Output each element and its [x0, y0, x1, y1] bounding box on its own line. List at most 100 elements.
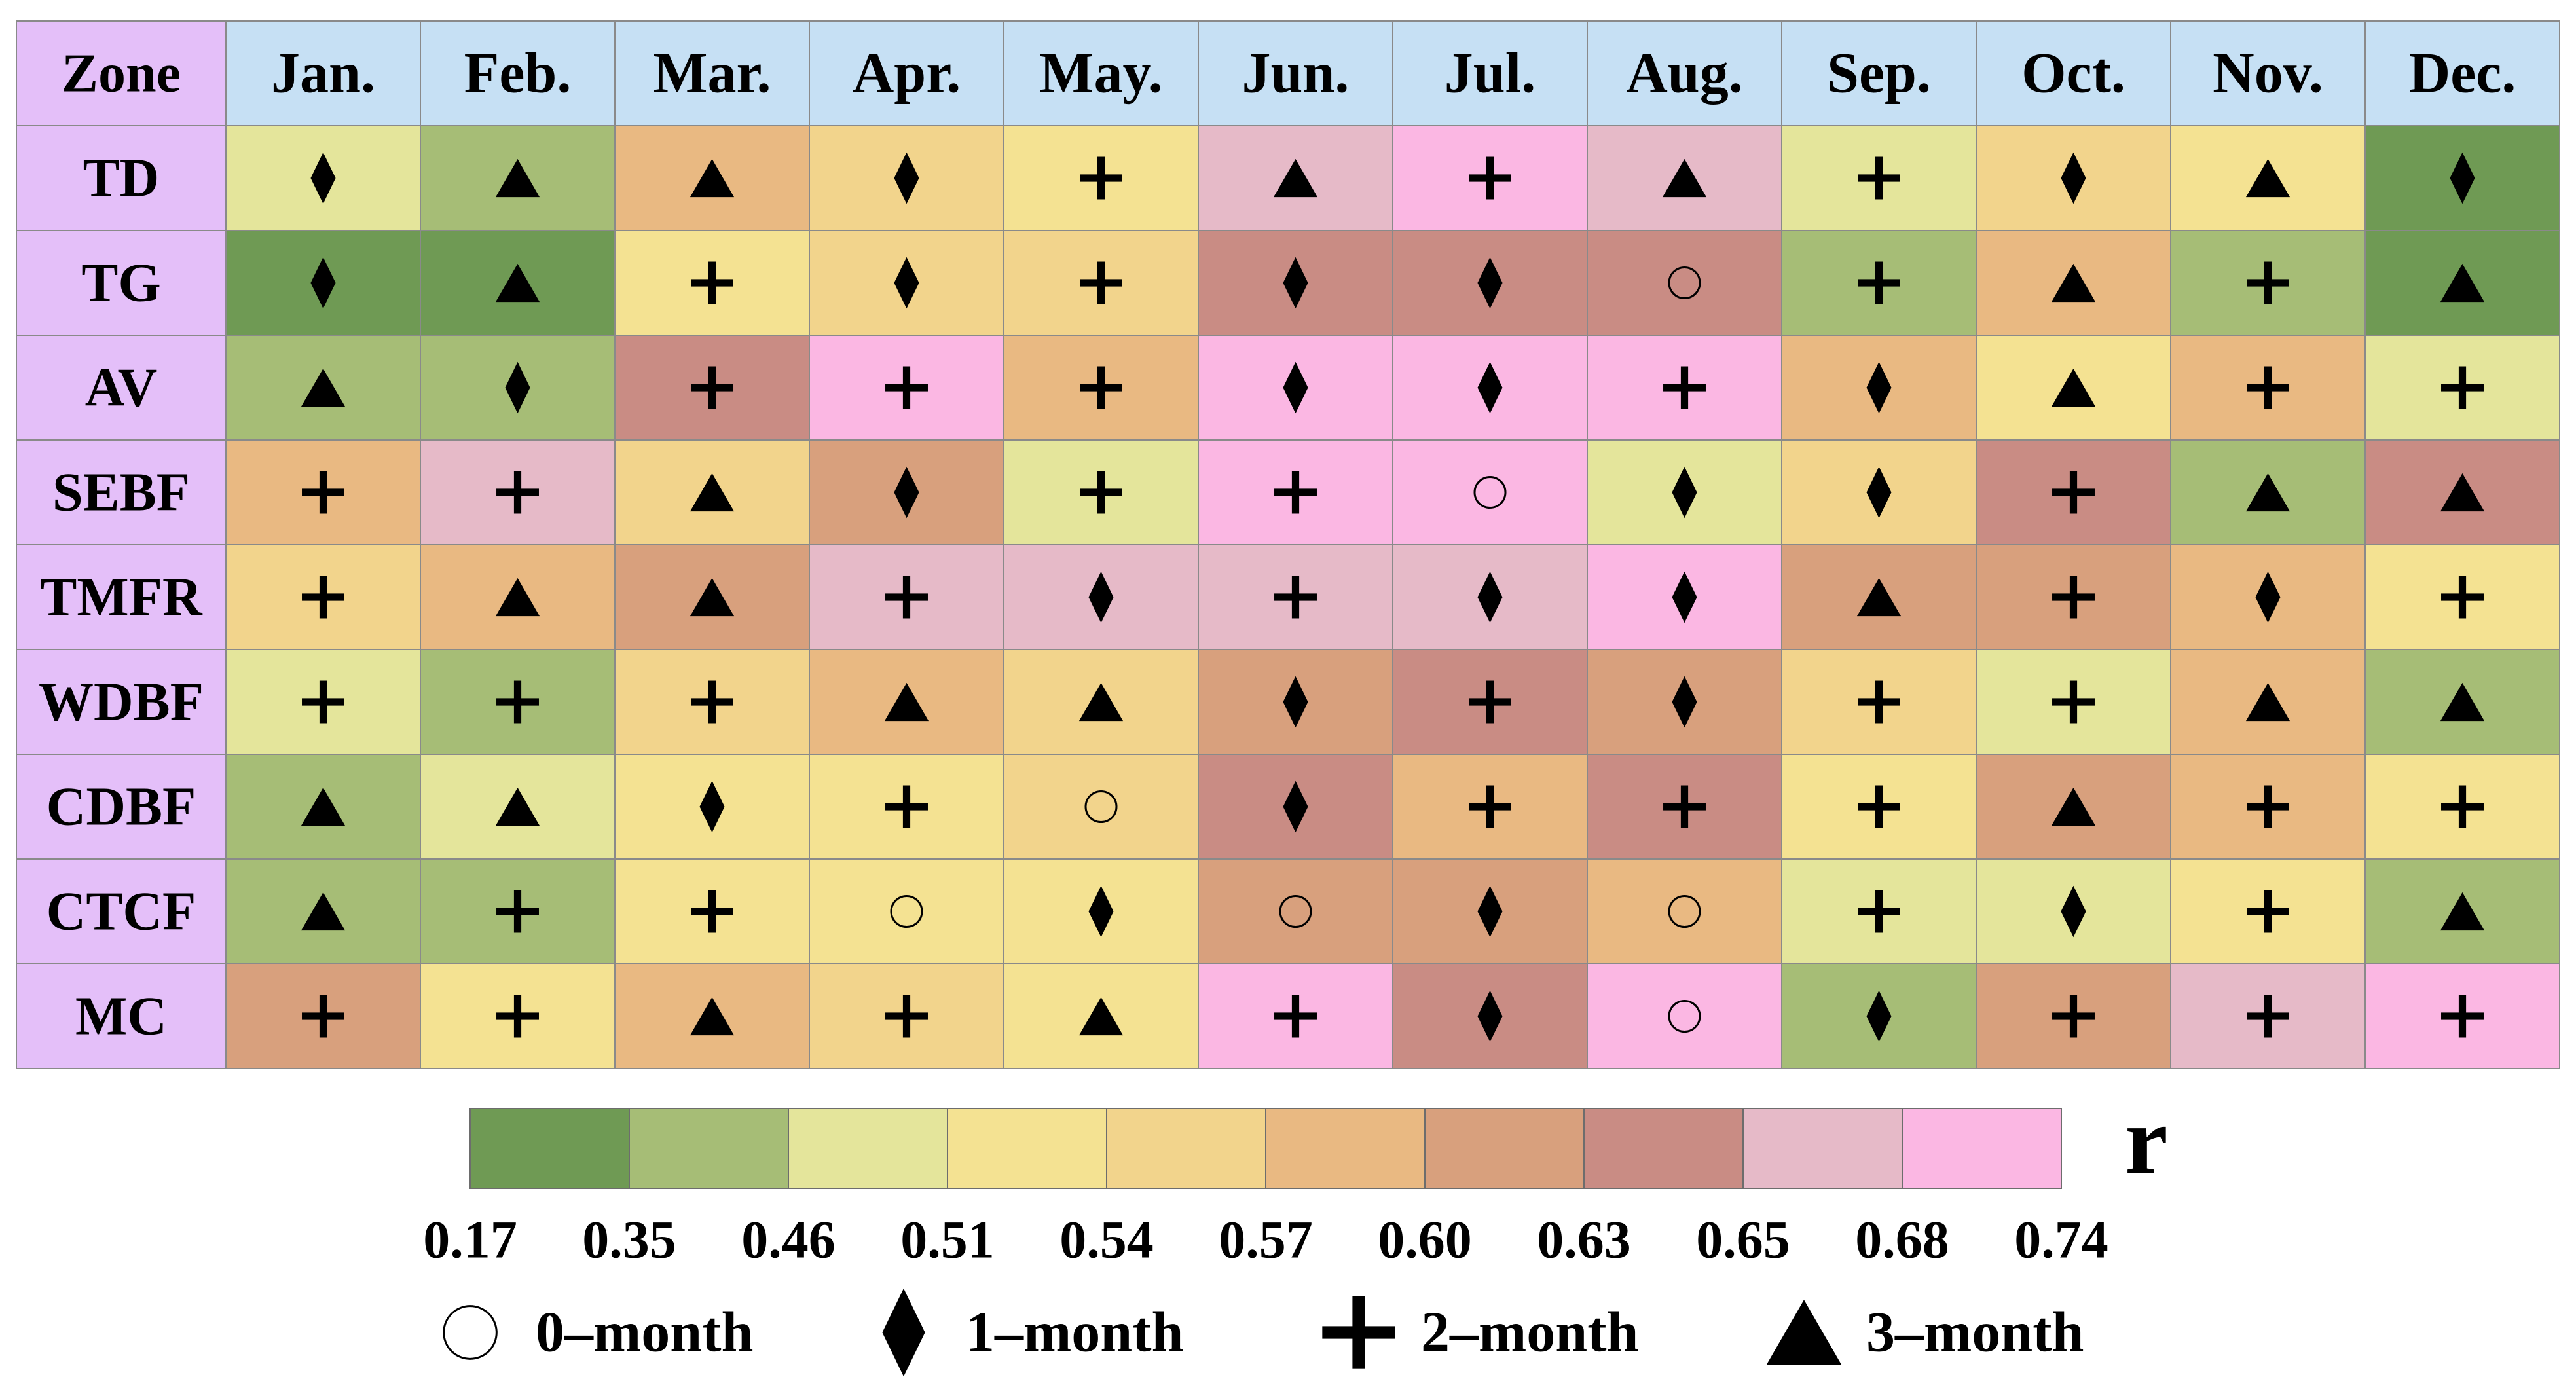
lag-marker-diamond: [1866, 361, 1892, 414]
lag-marker-diamond: [2061, 885, 2086, 938]
lag-marker-diamond: [1283, 361, 1308, 414]
lag-marker-plus-v: [902, 785, 911, 828]
zone-label: CDBF: [46, 777, 196, 837]
lag-marker-plus-v: [2069, 995, 2078, 1038]
lag-marker-triangle: [495, 787, 540, 826]
legend-triangle-icon: [1766, 1300, 1842, 1365]
lag-marker-triangle: [301, 368, 346, 407]
heatmap-cell: [1587, 963, 1782, 1069]
lag-marker-triangle: [2440, 682, 2485, 722]
lag-marker-diamond: [1283, 257, 1308, 309]
colorbar-tick-label: 0.35: [582, 1210, 676, 1270]
lag-marker-diamond: [2255, 571, 2281, 623]
lag-marker-plus-v: [902, 366, 911, 409]
lag-marker-plus: [1663, 366, 1706, 409]
lag-marker-triangle: [2440, 892, 2485, 931]
lag-marker-diamond: [1672, 676, 1697, 728]
month-header-label: Jun.: [1242, 42, 1350, 105]
lag-legend-item-diamond: 1–month: [882, 1288, 1184, 1377]
lag-marker-diamond: [1088, 885, 1114, 938]
heatmap-cell: [1976, 439, 2171, 545]
lag-marker-triangle: [1078, 997, 1124, 1036]
zone-label-cell: [16, 544, 227, 650]
zone-label: AV: [85, 358, 158, 418]
lag-legend-label: 2–month: [1421, 1301, 1639, 1365]
lag-marker-plus: [302, 995, 344, 1038]
heatmap-cell: [1198, 858, 1393, 964]
lag-marker-triangle: [690, 578, 735, 617]
zone-label-cell: [16, 439, 227, 545]
zone-label-cell: [16, 754, 227, 860]
lag-marker-triangle: [495, 158, 540, 198]
lag-marker-plus-v: [513, 995, 522, 1038]
lag-marker-diamond: [1672, 571, 1697, 623]
lag-marker-triangle: [495, 263, 540, 303]
lag-marker-plus: [1858, 680, 1900, 724]
month-header-label: Sep.: [1827, 42, 1931, 105]
lag-marker-plus-v: [708, 680, 716, 724]
lag-marker-plus: [1858, 261, 1900, 304]
lag-legend-label: 1–month: [966, 1301, 1184, 1365]
colorbar-tick-label: 0.51: [900, 1210, 995, 1270]
lag-marker-diamond: [310, 152, 336, 204]
lag-marker-plus: [691, 261, 733, 304]
lag-legend-item-circle: 0–month: [443, 1301, 754, 1365]
lag-marker-plus: [1080, 366, 1122, 409]
lag-marker-plus-v: [513, 680, 522, 724]
lag-marker-plus-v: [2458, 576, 2467, 619]
lag-marker-diamond: [310, 257, 336, 309]
colorbar: 0.17 0.35 0.46 0.51 0.54 0.57 0.60 0.63 0.65 0.68…: [423, 1087, 2168, 1270]
lag-marker-plus-v: [1291, 471, 1300, 514]
lag-marker-plus-v: [1097, 471, 1105, 514]
lag-marker-plus: [885, 995, 928, 1038]
zone-label: WDBF: [39, 672, 204, 733]
lag-legend-label: 0–month: [536, 1301, 754, 1365]
lag-marker-triangle: [690, 997, 735, 1036]
lag-marker-plus-v: [319, 680, 327, 724]
lag-marker-diamond: [1477, 990, 1503, 1042]
lag-marker-triangle: [1078, 682, 1124, 722]
colorbar-swatch: [947, 1108, 1107, 1189]
lag-marker-plus: [1469, 156, 1511, 200]
lag-marker-plus: [2441, 995, 2484, 1038]
zone-row-tmfr: TMFR: [16, 544, 2560, 650]
lag-marker-diamond: [1088, 571, 1114, 623]
lag-marker-plus: [2052, 471, 2095, 514]
colorbar-tick-label: 0.63: [1537, 1210, 1631, 1270]
lag-marker-plus: [1080, 156, 1122, 200]
zone-row-ctcf: CTCF: [16, 858, 2560, 964]
lag-marker-plus: [302, 680, 344, 724]
lag-marker-plus-v: [1097, 261, 1105, 304]
lag-marker-triangle: [2051, 368, 2096, 407]
month-header-label: Dec.: [2409, 42, 2516, 105]
zone-row-sebf: SEBF: [16, 439, 2560, 545]
lag-marker-plus: [1274, 471, 1317, 514]
lag-marker-triangle: [2051, 787, 2096, 826]
lag-marker-plus: [2441, 576, 2484, 619]
lag-marker-circle: [1084, 790, 1118, 824]
lag-marker-plus-v: [1486, 785, 1494, 828]
lag-marker-diamond: [1283, 676, 1308, 728]
header-row: Zone Jan. Feb. Mar. Apr. May. Jun. Jul. Aug. Sep.…: [16, 20, 2560, 126]
heatmap-cell: [1587, 230, 1782, 336]
month-header-cell: [2364, 20, 2560, 126]
lag-marker-plus-v: [2458, 366, 2467, 409]
lag-marker-diamond: [2450, 152, 2475, 204]
legend-circle-icon: [443, 1305, 498, 1360]
lag-marker-plus: [691, 366, 733, 409]
month-header-label: May.: [1039, 42, 1162, 105]
lag-marker-plus-v: [1875, 785, 1883, 828]
month-header-cell: [1781, 20, 1977, 126]
lag-marker-plus-v: [2069, 576, 2078, 619]
zone-header-label: Zone: [62, 43, 181, 104]
month-header-label: Jan.: [271, 42, 375, 105]
lag-marker-diamond: [894, 257, 919, 309]
lag-marker-plus-v: [1486, 156, 1494, 200]
colorbar-title: r: [2125, 1087, 2168, 1194]
lag-marker-circle: [890, 894, 923, 928]
month-header-label: Mar.: [653, 42, 771, 105]
lag-marker-triangle: [690, 158, 735, 198]
lag-marker-plus-v: [708, 366, 716, 409]
lag-marker-plus-v: [1291, 995, 1300, 1038]
